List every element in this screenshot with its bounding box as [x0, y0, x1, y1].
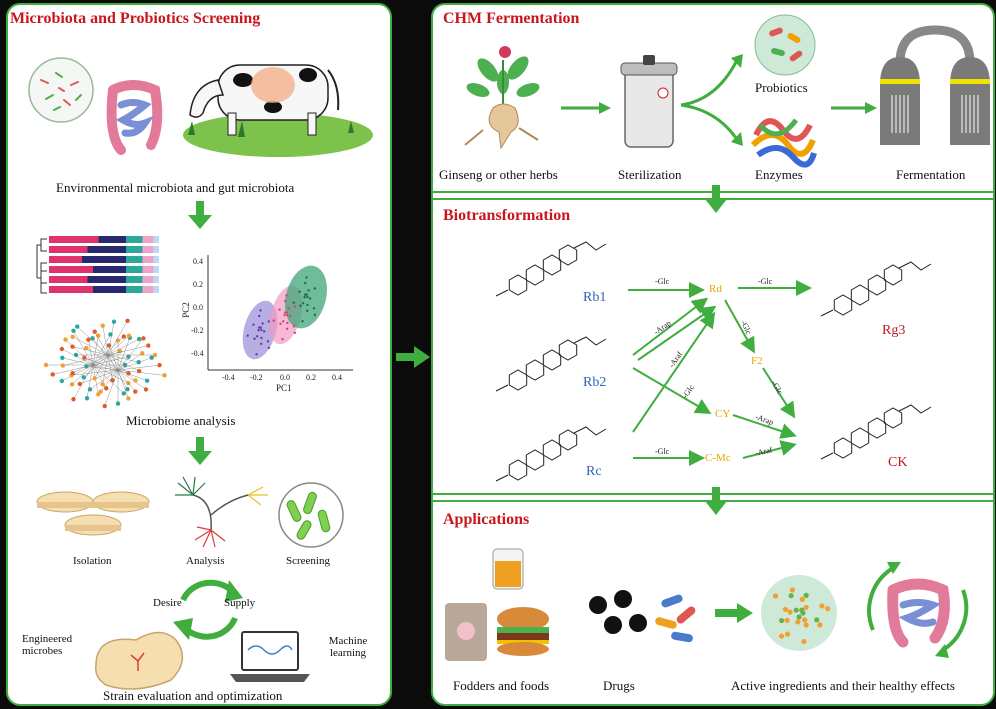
screening-label: Screening: [286, 555, 330, 567]
flow-arrow-right-main: [396, 346, 430, 368]
engineered-microbe-icon: [94, 631, 184, 690]
molecule-rb1: [495, 241, 607, 297]
laptop-icon: [230, 631, 310, 682]
compound-ck: CK: [888, 455, 908, 470]
analysis-label: Analysis: [186, 555, 225, 567]
taxonomy-bar-chart: [36, 236, 159, 294]
molecule-rg3: [820, 261, 932, 317]
fermentation-label: Fermentation: [896, 167, 966, 182]
sterilization-label: Sterilization: [618, 167, 682, 182]
petri-dishes-icon: [36, 491, 150, 536]
probiotics-icon: [754, 14, 816, 76]
pca-ytick-0: 0.4: [193, 257, 203, 266]
pca-xtick-3: 0.2: [306, 373, 316, 382]
compound-rd: Rd: [709, 283, 722, 295]
reaction-arrows: [628, 280, 812, 466]
compound-rc: Rc: [586, 464, 602, 479]
molecule-rc: [495, 426, 607, 482]
machine-learning-label: Machine learning: [328, 635, 368, 659]
pca-ytick-2: 0.0: [193, 303, 203, 312]
phylogeny-icon: [175, 476, 268, 548]
active-ingredients-icon: [761, 575, 837, 651]
compound-rg3: Rg3: [882, 323, 906, 338]
enzymes-icon: [750, 118, 817, 168]
biotrans-title: Biotransformation: [443, 207, 571, 224]
supply-label: Supply: [224, 597, 256, 609]
pca-ytick-3: -0.2: [191, 326, 204, 335]
flow-arrow-down-4: [705, 487, 727, 515]
pca-ylabel: PC2: [180, 302, 191, 318]
desire-supply-cycle: [173, 579, 243, 640]
ferment-title: CHM Fermentation: [443, 10, 580, 27]
fodders-label: Fodders and foods: [453, 678, 550, 693]
env-caption: Environmental microbiota and gut microbi…: [56, 180, 295, 195]
microbiome-network: [43, 318, 167, 409]
arrow-to-sterilization: [561, 102, 611, 114]
applications-title: Applications: [443, 511, 530, 528]
isolation-label: Isolation: [73, 555, 112, 567]
reaction-glc-1: -Glc: [655, 277, 670, 286]
pca-xtick-0: -0.4: [222, 373, 235, 382]
arrow-to-fermenter: [831, 102, 877, 114]
molecule-ck: [820, 404, 932, 460]
flow-arrow-down-1: [188, 201, 212, 229]
microbiome-caption: Microbiome analysis: [126, 413, 236, 428]
fermenter-icon: [880, 25, 990, 145]
compound-cmc: C-Mc: [705, 452, 731, 464]
right-panel: CHM Fermentation Ginseng or other herbs …: [431, 3, 995, 706]
food-icon: [445, 548, 549, 661]
autoclave-icon: [620, 55, 678, 148]
probiotics-label: Probiotics: [755, 80, 808, 95]
pca-plot: [207, 255, 353, 371]
reaction-glc-2: -Glc: [758, 277, 773, 286]
compound-cy: CY: [715, 408, 731, 420]
cow-icon: [183, 64, 373, 157]
drugs-label: Drugs: [603, 678, 635, 693]
desire-label: Desire: [153, 597, 182, 609]
gut-icon: [106, 80, 163, 155]
pca-ytick-1: 0.2: [193, 280, 203, 289]
molecule-rb2: [495, 336, 607, 392]
left-panel: Microbiota and Probiotics Screening: [6, 3, 392, 706]
ginseng-label: Ginseng or other herbs: [439, 167, 558, 182]
left-panel-title: Microbiota and Probiotics Screening: [10, 10, 261, 27]
engineered-label: Engineered microbes: [22, 633, 73, 657]
bacteria-screening-icon: [278, 482, 344, 548]
reaction-glc-4: -Glc: [655, 447, 670, 456]
enzymes-label: Enzymes: [755, 167, 803, 182]
gut-health-icon: [867, 562, 969, 658]
flow-arrow-down-3: [705, 185, 727, 213]
pca-xtick-4: 0.4: [332, 373, 342, 382]
active-label: Active ingredients and their healthy eff…: [731, 678, 955, 693]
drugs-icon: [589, 590, 696, 643]
pca-xtick-2: 0.0: [280, 373, 290, 382]
microbiota-sample-icon: [28, 57, 94, 123]
strain-caption: Strain evaluation and optimization: [103, 688, 283, 703]
ginseng-icon: [464, 46, 540, 150]
arrow-to-active: [715, 603, 753, 623]
pca-xlabel: PC1: [276, 383, 292, 393]
pca-ytick-4: -0.4: [191, 349, 204, 358]
branch-arrows: [680, 54, 743, 146]
compound-f2: F2: [751, 355, 763, 367]
pca-xtick-1: -0.2: [250, 373, 263, 382]
flow-arrow-down-2: [188, 437, 212, 465]
compound-rb1: Rb1: [583, 290, 607, 305]
compound-rb2: Rb2: [583, 375, 607, 390]
